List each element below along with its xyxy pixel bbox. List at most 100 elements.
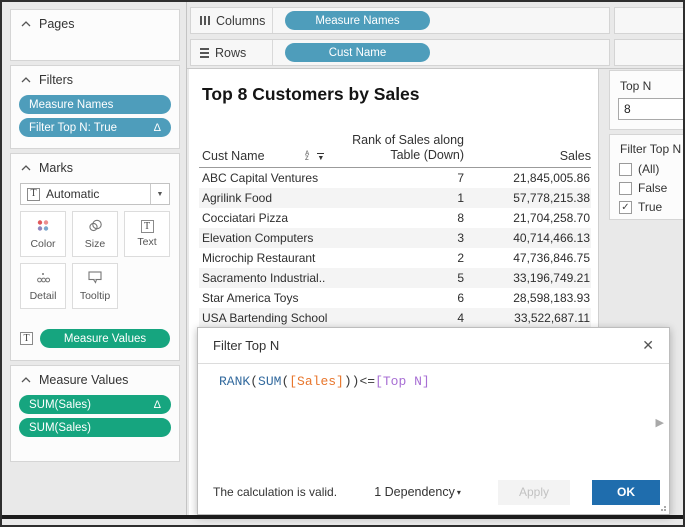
delta-icon: Δ xyxy=(154,399,161,411)
measure-pill-sum-sales-2[interactable]: SUM(Sales) Δ xyxy=(19,418,171,437)
sheet-title: Top 8 Customers by Sales xyxy=(202,84,420,105)
chevron-up-icon[interactable] xyxy=(21,377,31,383)
formula-token: [Sales] xyxy=(289,374,344,389)
apply-button[interactable]: Apply xyxy=(498,480,570,505)
cust-name-cell[interactable]: Star America Toys xyxy=(199,291,351,305)
top-n-parameter-input[interactable] xyxy=(618,98,685,120)
table-row[interactable]: Elevation Computers340,714,466.13 xyxy=(199,228,591,248)
sales-cell[interactable]: 57,778,215.38 xyxy=(464,191,591,205)
chevron-down-icon[interactable]: ▼ xyxy=(150,184,169,204)
sort-az-icon[interactable]: AZ xyxy=(305,152,309,162)
rank-cell[interactable]: 7 xyxy=(351,171,464,185)
measure-values-card: Measure Values SUM(Sales) Δ SUM(Sales) Δ xyxy=(10,365,180,462)
columns-pill-measure-names[interactable]: Measure Names xyxy=(285,11,430,30)
sales-cell[interactable]: 33,196,749.21 xyxy=(464,271,591,285)
column-header-cust-name[interactable]: Cust Name xyxy=(202,149,265,163)
table-row[interactable]: Microchip Restaurant247,736,846.75 xyxy=(199,248,591,268)
header-menu-caret-icon[interactable]: ▼ xyxy=(317,153,324,162)
sales-cell[interactable]: 21,845,005.86 xyxy=(464,171,591,185)
text-shelf-pill-measure-values[interactable]: Measure Values xyxy=(40,329,170,348)
expand-editor-icon[interactable]: ▶ xyxy=(656,416,664,429)
checkbox-icon[interactable] xyxy=(619,163,632,176)
filter-pill-filter-top-n[interactable]: Filter Top N: True Δ xyxy=(19,118,171,137)
mark-type-dropdown[interactable]: T Automatic ▼ xyxy=(20,183,170,205)
close-icon[interactable]: ✕ xyxy=(642,337,654,354)
columns-shelf-label: Columns xyxy=(191,8,273,33)
rank-cell[interactable]: 1 xyxy=(351,191,464,205)
sales-cell[interactable]: 21,704,258.70 xyxy=(464,211,591,225)
filter-option-false[interactable]: False xyxy=(619,181,685,195)
formula-token: )) xyxy=(344,374,360,389)
rank-cell[interactable]: 3 xyxy=(351,231,464,245)
formula-token: [Top N] xyxy=(375,374,430,389)
filter-pill-measure-names[interactable]: Measure Names Δ xyxy=(19,95,171,114)
detail-button[interactable]: Detail xyxy=(20,263,66,309)
cust-name-cell[interactable]: Elevation Computers xyxy=(199,231,351,245)
table-row[interactable]: Sacramento Industrial..533,196,749.21 xyxy=(199,268,591,288)
column-header-sales[interactable]: Sales xyxy=(560,149,591,163)
marks-buttons: Color Size T Text xyxy=(20,211,170,309)
cust-name-cell[interactable]: Agrilink Food xyxy=(199,191,351,205)
chevron-up-icon[interactable] xyxy=(21,21,31,27)
chevron-up-icon[interactable] xyxy=(21,165,31,171)
filter-topn-options: (All) False ✓ True xyxy=(610,162,685,214)
chevron-down-icon: ▾ xyxy=(457,488,461,497)
text-t-icon: T xyxy=(141,220,154,233)
formula-token: RANK xyxy=(219,374,250,389)
filter-option-label: False xyxy=(638,181,667,195)
sales-cell[interactable]: 40,714,466.13 xyxy=(464,231,591,245)
dialog-footer: The calculation is valid. 1 Dependency ▾… xyxy=(213,479,660,505)
rank-cell[interactable]: 6 xyxy=(351,291,464,305)
resize-grip[interactable] xyxy=(659,504,666,511)
text-button[interactable]: T Text xyxy=(124,211,170,257)
rank-cell[interactable]: 5 xyxy=(351,271,464,285)
filter-option-true[interactable]: ✓ True xyxy=(619,200,685,214)
tooltip-bubble-icon xyxy=(87,270,103,287)
formula-editor[interactable]: RANK(SUM([Sales]))<=[Top N] xyxy=(198,364,669,389)
cust-name-cell[interactable]: Cocciatari Pizza xyxy=(199,211,351,225)
table-row[interactable]: USA Bartending School433,522,687.11 xyxy=(199,308,591,328)
formula-token: <= xyxy=(359,374,375,389)
sidebar-divider xyxy=(186,2,187,515)
measure-pill-sum-sales-1[interactable]: SUM(Sales) Δ xyxy=(19,395,171,414)
filter-option-label: True xyxy=(638,200,662,214)
cust-name-cell[interactable]: Sacramento Industrial.. xyxy=(199,271,351,285)
filters-card: Filters Measure Names Δ Filter Top N: Tr… xyxy=(10,65,180,149)
table-row[interactable]: ABC Capital Ventures721,845,005.86 xyxy=(199,168,591,188)
sales-cell[interactable]: 47,736,846.75 xyxy=(464,251,591,265)
color-dots-icon xyxy=(35,219,51,235)
cust-name-cell[interactable]: Microchip Restaurant xyxy=(199,251,351,265)
rank-cell[interactable]: 2 xyxy=(351,251,464,265)
cust-name-cell[interactable]: ABC Capital Ventures xyxy=(199,171,351,185)
table-row[interactable]: Agrilink Food157,778,215.38 xyxy=(199,188,591,208)
chevron-up-icon[interactable] xyxy=(21,77,31,83)
table-row[interactable]: Star America Toys628,598,183.93 xyxy=(199,288,591,308)
formula-token: ( xyxy=(250,374,258,389)
rows-pill-cust-name[interactable]: Cust Name xyxy=(285,43,430,62)
rank-cell[interactable]: 4 xyxy=(351,311,464,325)
dialog-titlebar[interactable]: Filter Top N ✕ xyxy=(198,328,669,363)
filter-option-all[interactable]: (All) xyxy=(619,162,685,176)
ok-button[interactable]: OK xyxy=(592,480,660,505)
sales-cell[interactable]: 28,598,183.93 xyxy=(464,291,591,305)
color-button[interactable]: Color xyxy=(20,211,66,257)
window-bottom-edge xyxy=(2,515,683,519)
rows-shelf-label: Rows xyxy=(191,40,273,65)
rank-cell[interactable]: 8 xyxy=(351,211,464,225)
pages-card: Pages xyxy=(10,9,180,61)
size-button[interactable]: Size xyxy=(72,211,118,257)
checkbox-icon[interactable] xyxy=(619,182,632,195)
text-button-label: Text xyxy=(137,236,156,248)
columns-shelf: Columns Measure Names xyxy=(190,7,610,34)
table-row[interactable]: Cocciatari Pizza821,704,258.70 xyxy=(199,208,591,228)
checkbox-checked-icon[interactable]: ✓ xyxy=(619,201,632,214)
dependency-dropdown[interactable]: 1 Dependency ▾ xyxy=(374,485,461,499)
cust-name-cell[interactable]: USA Bartending School xyxy=(199,311,351,325)
tooltip-button[interactable]: Tooltip xyxy=(72,263,118,309)
parameter-title: Top N xyxy=(610,71,685,93)
column-header-rank[interactable]: Rank of Sales along Table (Down) xyxy=(332,133,464,163)
sales-cell[interactable]: 33,522,687.11 xyxy=(464,311,591,325)
formula-token: SUM xyxy=(258,374,281,389)
shelf-stub-bottom xyxy=(614,39,685,66)
shelf-stub-top xyxy=(614,7,685,34)
